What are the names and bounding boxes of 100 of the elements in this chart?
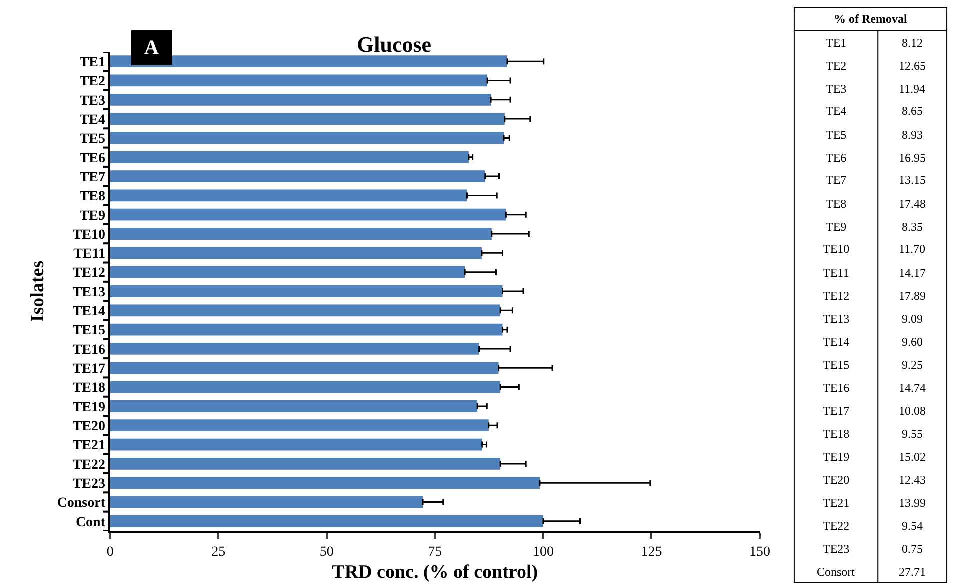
data-label: 13.15 [899,173,926,187]
x-tick-label: 25 [212,544,226,560]
bar [110,420,489,432]
data-label: 27.71 [899,565,926,579]
bar [110,515,544,528]
x-axis-title: TRD conc. (% of control) [332,562,538,584]
x-tick-label: 100 [532,544,554,560]
bar [110,151,469,164]
category-label: TE14 [823,335,850,349]
y-tick-label: TE5 [80,132,106,148]
y-tick-label: TE9 [80,208,106,224]
bar [110,458,501,470]
data-label: 16.95 [899,151,926,165]
category-label: TE16 [823,381,850,395]
category-label: TE9 [826,220,847,234]
category-label: TE5 [826,128,847,142]
y-tick-label: TE2 [80,74,106,90]
bar [110,304,501,317]
category-label: TE4 [826,104,847,118]
bar [110,496,424,508]
y-tick-label: TE6 [80,151,106,166]
category-label: TE21 [823,496,850,510]
bar [110,208,506,221]
bar [110,286,503,298]
y-tick-label: TE11 [74,247,106,262]
category-label: TE20 [823,473,850,487]
bar [110,132,504,144]
bar [110,477,540,490]
data-label: 9.54 [902,519,923,533]
x-tick-label: 125 [641,544,662,560]
chart-title: Glucose [357,32,432,57]
x-tick-label: 0 [106,544,114,560]
bar [110,362,499,374]
category-label: TE13 [823,312,850,326]
data-label: 12.43 [899,473,926,487]
data-label: 11.70 [899,242,926,256]
data-label: 8.35 [902,220,923,234]
category-label: TE15 [823,358,850,372]
bar [110,170,486,182]
data-label: 14.17 [899,266,926,280]
data-label: 8.12 [902,36,923,50]
data-label: 8.93 [902,128,923,142]
category-label: TE12 [823,289,850,303]
data-label: 9.09 [902,312,923,326]
y-tick-label: TE8 [80,190,106,205]
y-tick-label: Consort [57,496,106,512]
bar [110,113,505,125]
category-label: TE17 [823,404,850,418]
y-tick-label: TE15 [72,324,106,339]
category-label: TE18 [823,427,850,441]
category-label: TE22 [823,519,850,533]
data-label: 14.74 [899,381,926,395]
y-tick-label: Cont [76,515,106,530]
data-label: 13.99 [899,496,926,510]
y-tick-label: TE13 [72,285,106,300]
x-tick-label: 50 [320,544,334,560]
y-tick-label: TE4 [80,112,106,128]
category-label: TE1 [826,36,847,50]
text: % of Removal [834,12,908,26]
y-axis-title: Isolates [28,260,49,322]
data-label: 9.60 [902,335,923,349]
bar [110,247,482,260]
category-label: TE8 [826,197,847,211]
category-label: TE2 [826,59,847,73]
y-tick-label: TE22 [72,458,106,473]
category-label: TE3 [826,82,847,96]
bar [110,324,503,336]
y-tick-label: TE17 [72,362,106,378]
category-label: TE6 [826,151,847,165]
data-label: 9.55 [902,427,923,441]
data-label: 15.02 [899,450,926,464]
bar [110,400,478,412]
y-tick-label: TE3 [80,94,106,109]
y-tick-label: TE21 [72,438,106,454]
y-tick-label: TE19 [72,400,106,416]
y-tick-label: TE16 [72,342,106,358]
y-tick-label: TE20 [72,420,106,435]
category-label: TE7 [826,173,847,187]
y-tick-label: TE10 [72,228,106,243]
y-tick-label: TE12 [72,266,106,282]
data-label: 9.25 [902,358,923,372]
data-label: 8.65 [902,104,923,118]
y-tick-label: TE14 [72,304,106,320]
y-tick-label: TE23 [72,477,106,492]
bar [110,228,492,240]
data-label: 17.89 [899,289,926,303]
y-tick-label: TE18 [72,381,106,396]
x-tick-label: 150 [750,544,771,560]
category-label: TE23 [823,542,850,556]
bar [110,74,488,87]
bar [110,190,468,202]
bar [110,94,492,106]
x-tick-label: 75 [428,544,442,560]
bar [110,381,501,394]
data-label: 12.65 [899,59,926,73]
annotation: A [144,37,160,59]
category-label: TE19 [823,450,850,464]
data-label: 17.48 [899,197,926,211]
y-tick-label: TE7 [80,170,106,186]
bar [110,438,482,451]
